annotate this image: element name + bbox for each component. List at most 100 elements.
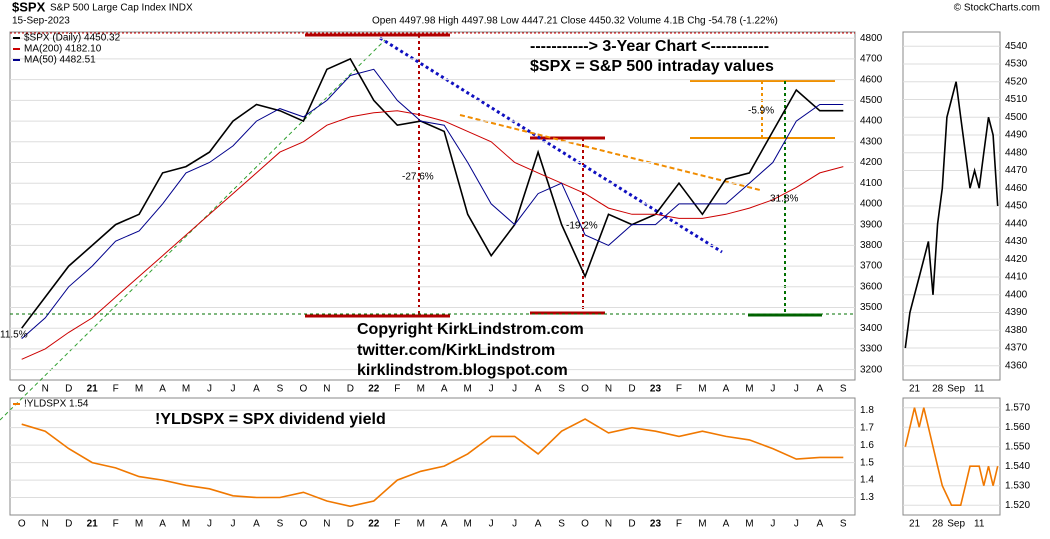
annotation: -19.2%	[566, 221, 598, 232]
y-tick-label: 1.560	[1005, 422, 1030, 433]
x-tick-label: D	[65, 384, 72, 395]
annotation: -----------> 3-Year Chart <-----------	[530, 38, 769, 55]
y-tick-label: 1.3	[860, 492, 874, 503]
y-tick-label: 1.6	[860, 440, 874, 451]
x-tick-label: F	[394, 384, 400, 395]
x-tick-label: N	[42, 384, 49, 395]
annotation: -27.6%	[402, 172, 434, 183]
y-tick-label: 3500	[860, 302, 883, 313]
x-tick-label: M	[135, 384, 143, 395]
x-tick-label: M	[464, 384, 472, 395]
y-tick-label: 1.4	[860, 475, 874, 486]
y-tick-label: 1.550	[1005, 441, 1030, 452]
credit: © StockCharts.com	[954, 3, 1040, 14]
trend-lines	[0, 32, 855, 421]
x-tick-label: N	[323, 519, 330, 530]
x-tick-label: 11	[974, 519, 985, 530]
x-tick-label: A	[253, 519, 260, 530]
x-tick-label: J	[207, 384, 212, 395]
x-tick-label: J	[512, 519, 517, 530]
y-tick-label: 4380	[1005, 325, 1028, 336]
main-frame	[9, 31, 856, 381]
x-tick-label: S	[558, 519, 565, 530]
y-tick-label: 1.5	[860, 457, 874, 468]
series-line	[904, 81, 999, 349]
x-tick-label: J	[794, 519, 799, 530]
y-tick-label: 4470	[1005, 165, 1028, 176]
y-tick-label: 4440	[1005, 218, 1028, 229]
x-tick-label: O	[18, 519, 26, 530]
series-line	[21, 418, 844, 508]
x-tick-label: A	[723, 384, 730, 395]
legend-entry: MA(200) 4182.10	[24, 44, 102, 55]
x-tick-label: J	[230, 384, 235, 395]
x-tick-label: M	[745, 384, 753, 395]
y-tick-label: 4600	[860, 74, 883, 85]
y-tick-label: 4500	[860, 95, 883, 106]
x-tick-label: A	[159, 384, 166, 395]
x-tick-label: F	[676, 519, 682, 530]
x-tick-label: F	[676, 384, 682, 395]
x-tick-label: D	[628, 384, 635, 395]
yield-frame	[9, 397, 856, 516]
y-tick-label: 4390	[1005, 307, 1028, 318]
y-tick-label: 4200	[860, 157, 883, 168]
y-tick-label: 4370	[1005, 343, 1028, 354]
x-tick-label: 28	[932, 384, 944, 395]
x-tick-label: J	[207, 519, 212, 530]
x-tick-label: S	[558, 384, 565, 395]
x-tick-label: D	[347, 519, 354, 530]
x-tick-label: S	[277, 384, 284, 395]
x-tick-label: A	[159, 519, 166, 530]
x-tick-label: 21	[87, 384, 99, 395]
x-tick-label: A	[816, 384, 823, 395]
y-tick-label: 4300	[860, 136, 883, 147]
annotation: kirklindstrom.blogspot.com	[357, 362, 568, 379]
y-tick-label: 1.8	[860, 405, 874, 416]
y-tick-label: 3400	[860, 323, 883, 334]
y-tick-label: 3700	[860, 261, 883, 272]
y-tick-label: 4430	[1005, 236, 1028, 247]
legend-entry: $SPX (Daily) 4450.32	[24, 33, 121, 44]
x-tick-label: A	[535, 384, 542, 395]
x-tick-label: A	[535, 519, 542, 530]
x-tick-label: J	[512, 384, 517, 395]
symbol: $SPX	[12, 0, 46, 14]
y-tick-label: 4450	[1005, 201, 1028, 212]
x-tick-label: F	[113, 384, 119, 395]
x-tick-label: D	[628, 519, 635, 530]
x-tick-label: J	[230, 519, 235, 530]
y-tick-label: 4480	[1005, 147, 1028, 158]
y-tick-label: 4530	[1005, 59, 1028, 70]
x-tick-label: A	[816, 519, 823, 530]
y-tick-label: 3300	[860, 344, 883, 355]
y-tick-label: 4400	[1005, 289, 1028, 300]
y-tick-label: 3600	[860, 281, 883, 292]
y-tick-label: 1.570	[1005, 402, 1030, 413]
y-tick-label: 1.530	[1005, 480, 1030, 491]
x-tick-label: N	[605, 519, 612, 530]
x-tick-label: M	[417, 519, 425, 530]
y-tick-label: 4520	[1005, 76, 1028, 87]
x-tick-label: A	[441, 519, 448, 530]
annotation: !YLDSPX = SPX dividend yield	[155, 411, 386, 428]
y-tick-label: 1.520	[1005, 500, 1030, 511]
annotation: 11.5%	[0, 330, 28, 341]
x-tick-label: O	[18, 384, 26, 395]
x-tick-label: N	[605, 384, 612, 395]
x-tick-label: M	[698, 384, 706, 395]
x-tick-label: 22	[368, 519, 380, 530]
x-tick-label: M	[182, 384, 190, 395]
y-tick-label: 3900	[860, 219, 883, 230]
y-tick-label: 1.7	[860, 422, 874, 433]
series-line	[21, 68, 844, 339]
x-tick-label: J	[489, 384, 494, 395]
x-tick-label: J	[489, 519, 494, 530]
x-tick-label: A	[441, 384, 448, 395]
x-tick-label: O	[300, 519, 308, 530]
y-tick-label: 4400	[860, 116, 883, 127]
x-tick-label: S	[277, 519, 284, 530]
quote: Open 4497.98 High 4497.98 Low 4447.21 Cl…	[372, 16, 778, 27]
date: 15-Sep-2023	[12, 16, 70, 27]
